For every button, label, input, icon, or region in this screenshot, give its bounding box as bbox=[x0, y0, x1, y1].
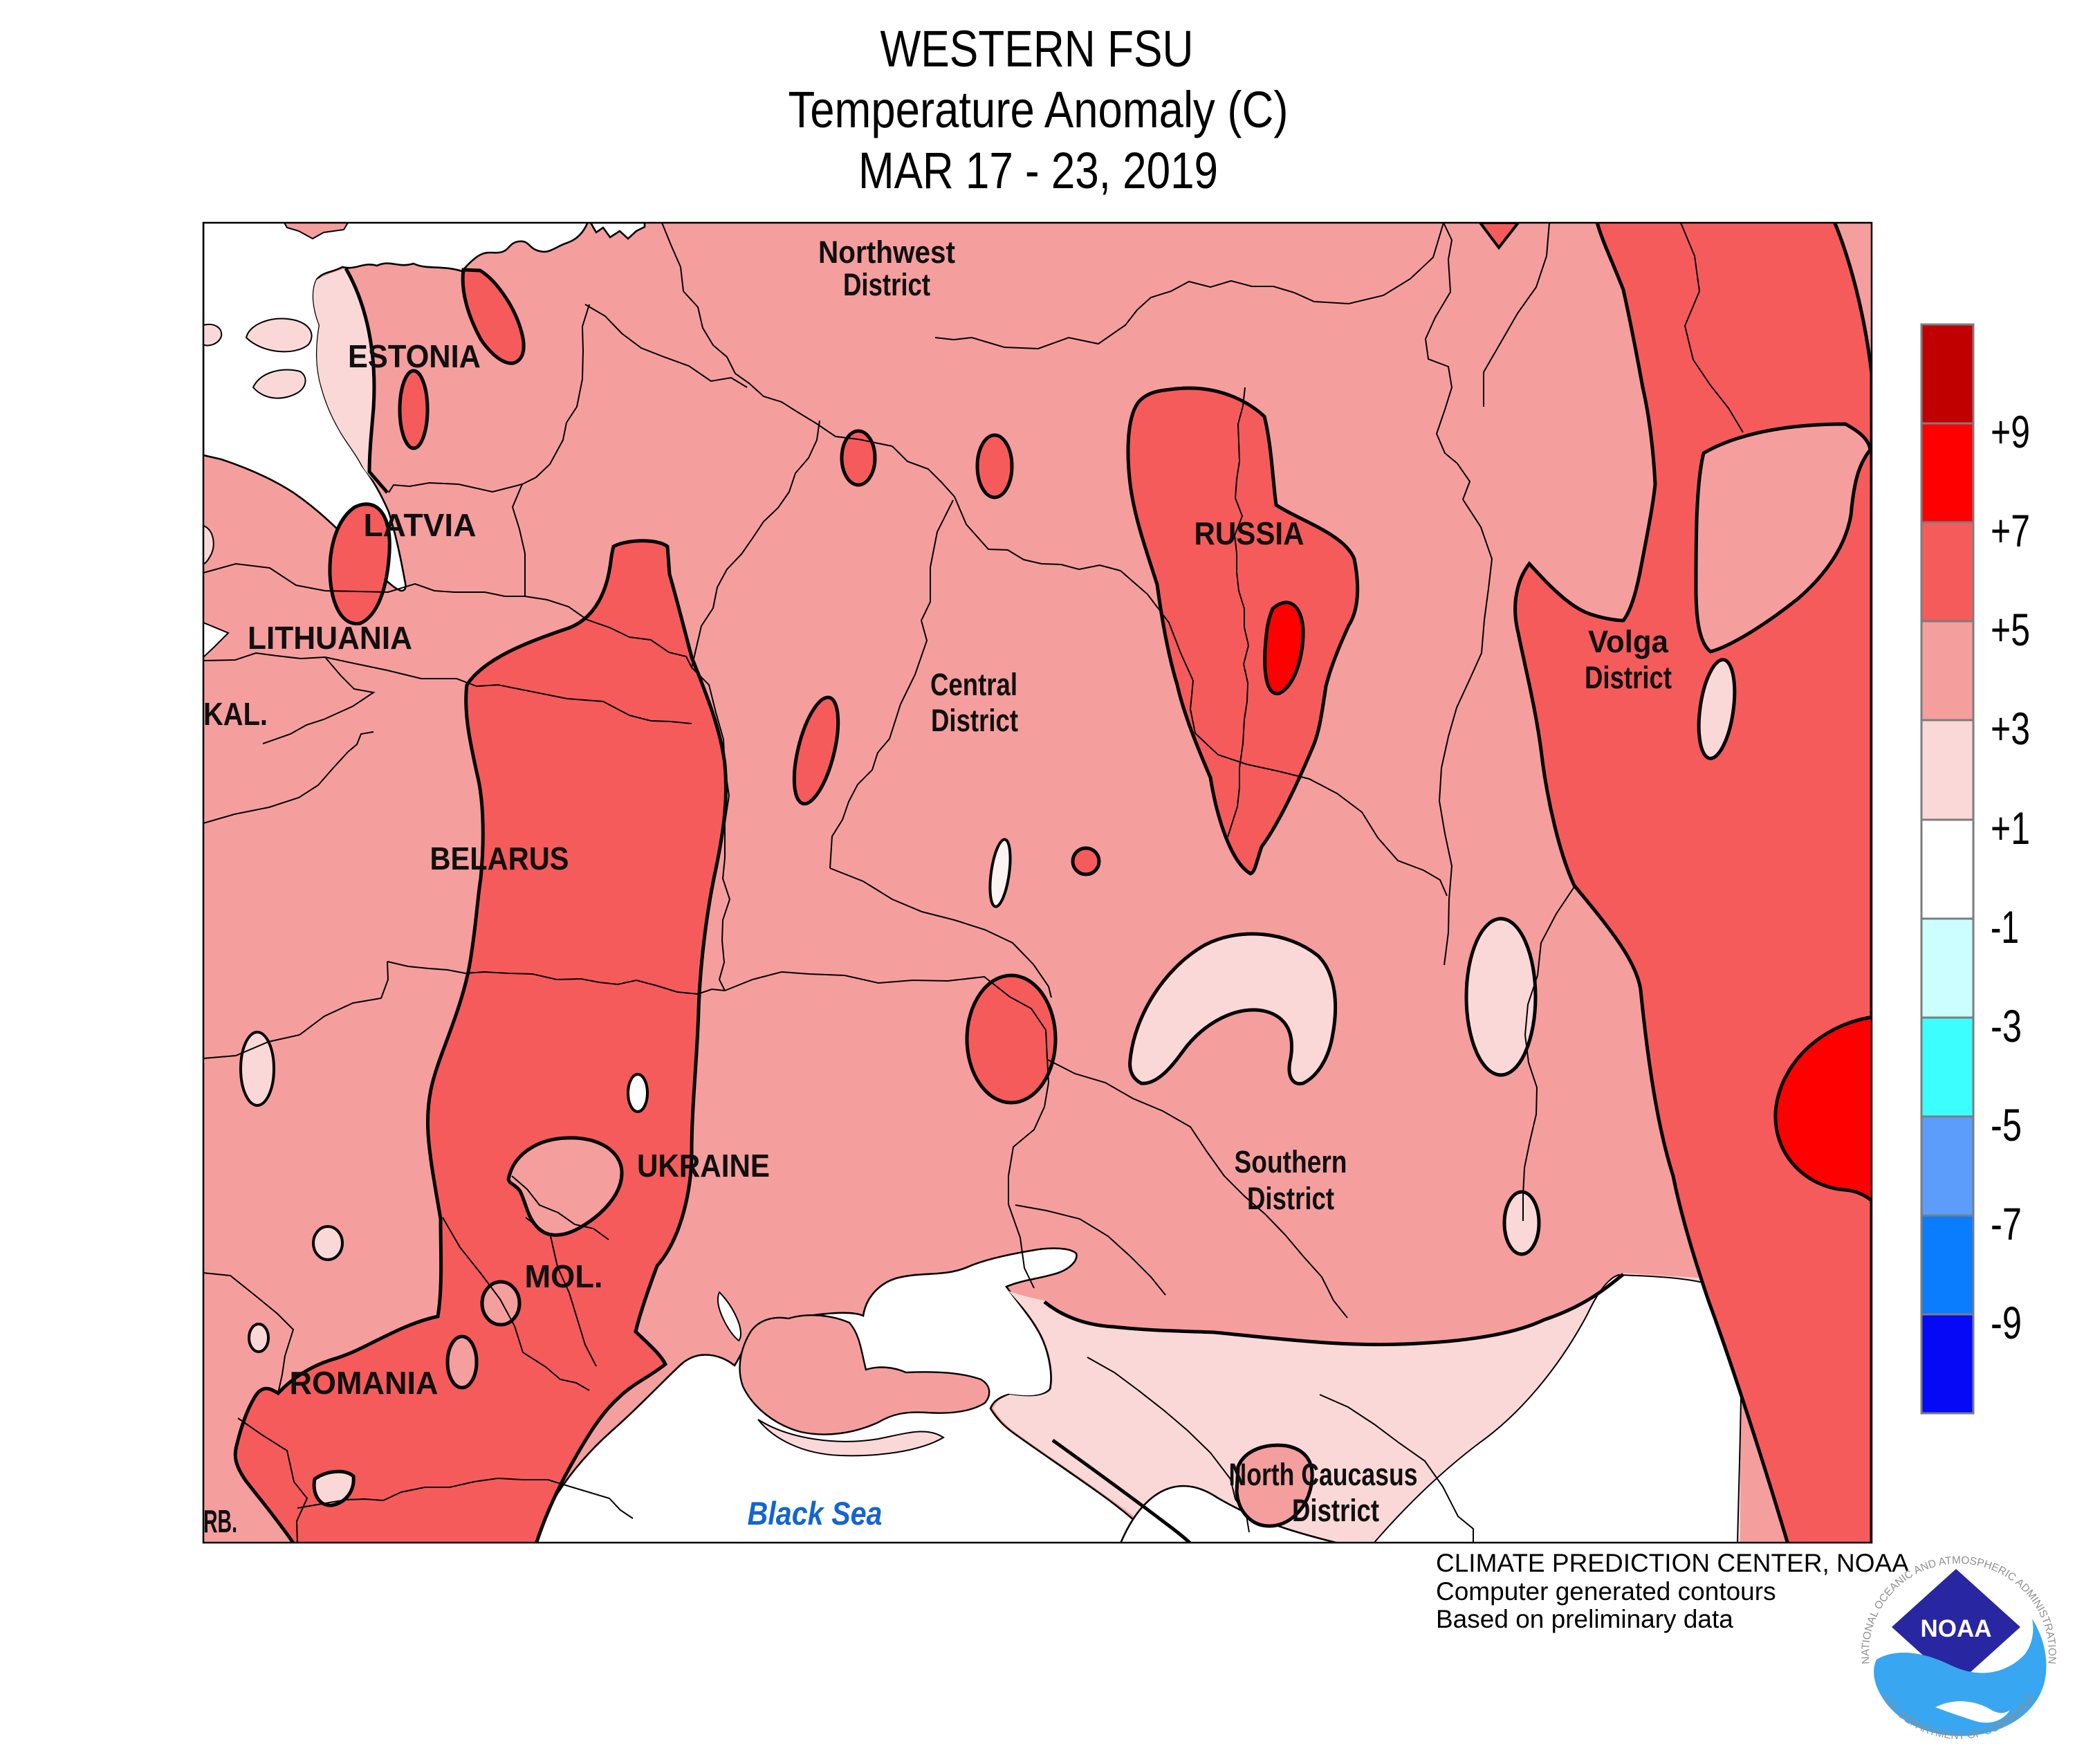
svg-text:BELARUS: BELARUS bbox=[430, 840, 569, 876]
svg-text:ROMANIA: ROMANIA bbox=[290, 1365, 439, 1401]
svg-text:Computer generated contours: Computer generated contours bbox=[1436, 1577, 1776, 1606]
svg-text:WESTERN FSU: WESTERN FSU bbox=[880, 20, 1194, 77]
svg-text:Southern: Southern bbox=[1235, 1144, 1347, 1179]
svg-text:MAR 17 - 23, 2019: MAR 17 - 23, 2019 bbox=[858, 142, 1218, 199]
svg-text:+5: +5 bbox=[1991, 604, 2030, 655]
svg-text:-9: -9 bbox=[1991, 1297, 2022, 1348]
svg-text:NOAA: NOAA bbox=[1920, 1615, 1991, 1642]
svg-text:District: District bbox=[843, 267, 930, 302]
svg-text:CLIMATE PREDICTION CENTER, NOA: CLIMATE PREDICTION CENTER, NOAA bbox=[1436, 1549, 1909, 1577]
svg-text:MOL.: MOL. bbox=[525, 1258, 603, 1294]
svg-text:Northwest: Northwest bbox=[818, 235, 955, 270]
svg-text:RB.: RB. bbox=[203, 1503, 237, 1539]
svg-text:-1: -1 bbox=[1991, 901, 2019, 953]
svg-text:Temperature Anomaly (C): Temperature Anomaly (C) bbox=[788, 81, 1289, 138]
svg-text:RUSSIA: RUSSIA bbox=[1195, 515, 1304, 551]
svg-text:ESTONIA: ESTONIA bbox=[348, 338, 481, 374]
svg-text:KAL.: KAL. bbox=[203, 696, 268, 732]
svg-text:Volga: Volga bbox=[1588, 624, 1669, 659]
svg-text:District: District bbox=[1585, 660, 1672, 695]
svg-text:District: District bbox=[1247, 1181, 1334, 1216]
svg-text:-3: -3 bbox=[1991, 1000, 2022, 1051]
svg-text:-5: -5 bbox=[1991, 1099, 2022, 1150]
svg-text:+3: +3 bbox=[1991, 703, 2030, 754]
svg-text:LATVIA: LATVIA bbox=[364, 507, 477, 543]
svg-text:North Caucasus: North Caucasus bbox=[1229, 1457, 1418, 1492]
svg-text:+1: +1 bbox=[1991, 802, 2030, 854]
svg-text:District: District bbox=[1292, 1493, 1379, 1528]
svg-text:-7: -7 bbox=[1991, 1198, 2022, 1249]
svg-text:Central: Central bbox=[930, 667, 1017, 702]
svg-text:LITHUANIA: LITHUANIA bbox=[248, 620, 412, 656]
svg-text:UKRAINE: UKRAINE bbox=[637, 1148, 770, 1184]
svg-text:+7: +7 bbox=[1991, 505, 2030, 556]
svg-text:+9: +9 bbox=[1991, 406, 2030, 457]
svg-text:District: District bbox=[931, 703, 1018, 738]
svg-text:Based on preliminary data: Based on preliminary data bbox=[1436, 1605, 1733, 1633]
svg-text:Black Sea: Black Sea bbox=[748, 1495, 883, 1532]
